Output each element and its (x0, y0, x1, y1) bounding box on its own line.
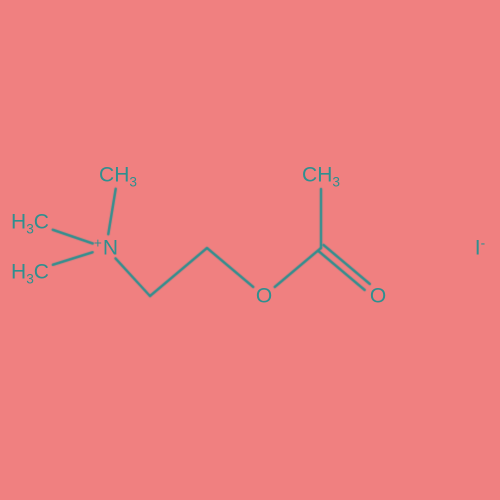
atom-label-ch3d: CH3 (302, 165, 340, 186)
atom-label-n: +N (94, 238, 118, 259)
chemistry-structure-canvas (0, 0, 500, 500)
atom-label-i: I- (475, 238, 485, 259)
atom-label-o1: O (256, 286, 272, 307)
atom-label-o2: O (370, 286, 386, 307)
atom-label-ch3c: H3C (11, 262, 49, 283)
atom-label-ch3b: CH3 (99, 165, 137, 186)
atom-label-ch3a: H3C (11, 212, 49, 233)
